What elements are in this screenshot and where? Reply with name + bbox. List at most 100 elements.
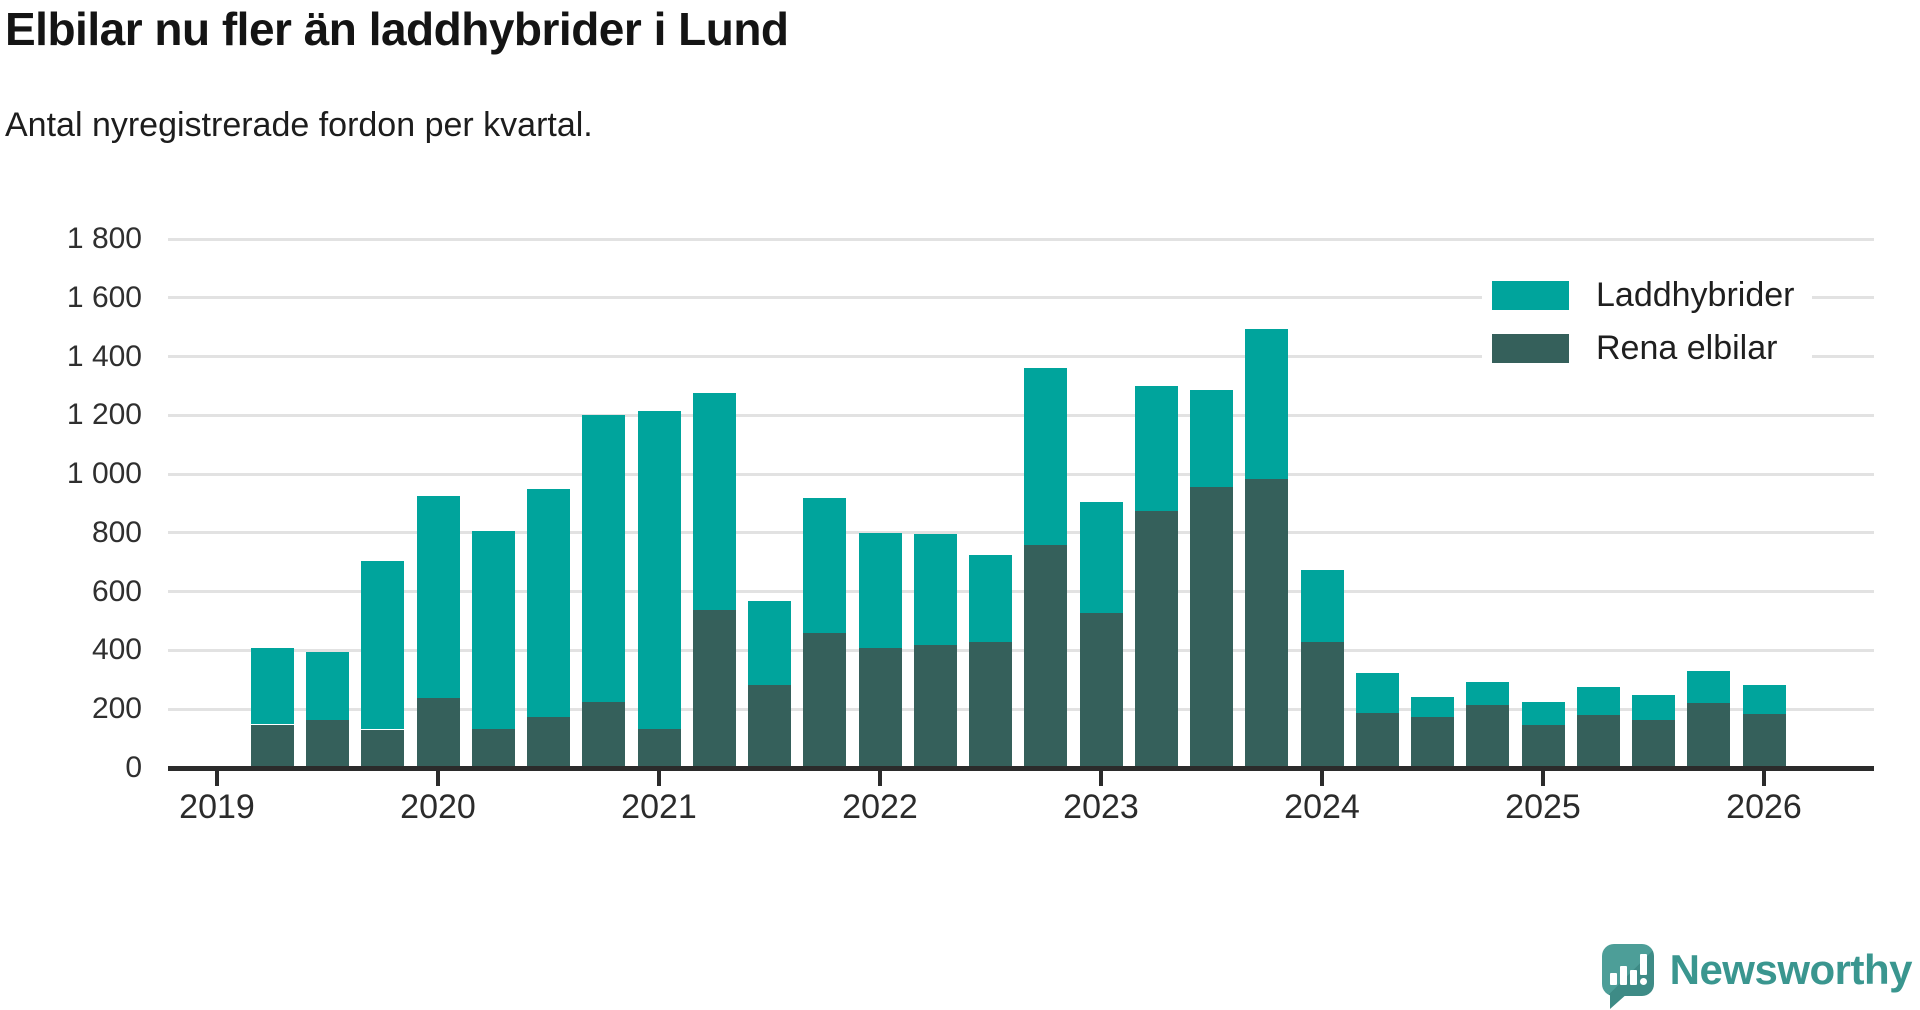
bar-segment-rena-elbilar-2023-Q4 [1245, 478, 1289, 768]
bar-segment-laddhybrider-2020-Q3 [527, 488, 570, 717]
logo-exclamation-dot-icon [1639, 978, 1647, 985]
gridline [168, 707, 1874, 711]
gridline [168, 648, 1874, 652]
bar-segment-laddhybrider-2023-Q4 [1245, 329, 1289, 479]
newsworthy-wordmark: Newsworthy [1669, 946, 1913, 993]
bar-segment-laddhybrider-2024-Q1 [1300, 570, 1344, 642]
bar-segment-laddhybrider-2025-Q4 [1687, 670, 1731, 704]
bar-segment-laddhybrider-2021-Q2 [692, 393, 736, 610]
x-axis-line [168, 766, 1874, 771]
bar-segment-rena-elbilar-2019-Q3 [306, 719, 349, 768]
legend-swatch-rena-elbilar [1492, 333, 1569, 363]
logo-exclamation-icon [1639, 954, 1647, 975]
gridline [168, 531, 1874, 535]
x-axis-tick-mark [1762, 771, 1766, 786]
x-axis-tick-mark [878, 771, 882, 786]
bar-segment-rena-elbilar-2025-Q3 [1632, 719, 1675, 768]
bar-segment-laddhybrider-2025-Q3 [1632, 694, 1675, 720]
bar-segment-laddhybrider-2023-Q3 [1190, 390, 1233, 488]
y-axis-tick-label: 600 [91, 574, 142, 608]
legend-item-laddhybrider: Laddhybrider [1492, 276, 1794, 314]
y-axis-tick-label: 400 [91, 633, 142, 667]
bar-segment-rena-elbilar-2025-Q1 [1521, 725, 1565, 768]
bar-segment-rena-elbilar-2025-Q4 [1687, 703, 1731, 768]
x-axis-tick-mark [657, 771, 661, 786]
bar-segment-laddhybrider-2025-Q1 [1521, 702, 1565, 726]
bar-segment-rena-elbilar-2022-Q2 [913, 645, 957, 768]
bar-segment-rena-elbilar-2024-Q3 [1411, 716, 1454, 768]
bar-segment-laddhybrider-2026-Q1 [1742, 684, 1786, 714]
bar-segment-rena-elbilar-2021-Q2 [692, 609, 736, 768]
bar-segment-rena-elbilar-2021-Q4 [803, 632, 847, 768]
gridline [168, 237, 1874, 241]
legend-label-rena-elbilar: Rena elbilar [1596, 329, 1778, 367]
x-axis-year-label: 2025 [1505, 788, 1581, 826]
x-axis-year-label: 2021 [621, 788, 697, 826]
x-axis-year-label: 2020 [400, 788, 476, 826]
bar-segment-laddhybrider-2019-Q3 [306, 651, 349, 720]
bar-segment-laddhybrider-2022-Q2 [913, 534, 957, 646]
bar-segment-laddhybrider-2023-Q1 [1079, 502, 1123, 613]
bar-segment-rena-elbilar-2023-Q2 [1134, 510, 1178, 768]
bar-segment-laddhybrider-2022-Q4 [1024, 367, 1068, 545]
x-axis-tick-mark [1320, 771, 1324, 786]
bar-segment-rena-elbilar-2020-Q4 [582, 701, 626, 768]
gridline [168, 590, 1874, 594]
bar-segment-rena-elbilar-2020-Q2 [471, 729, 515, 768]
gridline [168, 355, 1874, 359]
x-axis-year-label: 2022 [842, 788, 918, 826]
logo-bar-icon [1609, 973, 1617, 985]
y-axis-tick-label: 0 [125, 751, 142, 784]
bar-segment-rena-elbilar-2022-Q1 [858, 648, 902, 768]
newsworthy-branding: Newsworthy [1601, 938, 1913, 1009]
bar-segment-rena-elbilar-2023-Q3 [1190, 487, 1233, 768]
gridline [168, 413, 1874, 417]
bar-segment-rena-elbilar-2022-Q3 [969, 642, 1012, 768]
bar-segment-laddhybrider-2020-Q2 [471, 531, 515, 730]
logo-bar-icon [1629, 970, 1637, 985]
logo-bar-icon [1619, 966, 1627, 985]
bar-segment-laddhybrider-2019-Q2 [250, 647, 294, 725]
bar-segment-rena-elbilar-2023-Q1 [1079, 612, 1123, 768]
y-axis-tick-label: 200 [91, 692, 142, 726]
chart-title: Elbilar nu fler än laddhybrider i Lund [5, 3, 789, 55]
bar-segment-rena-elbilar-2019-Q2 [250, 724, 294, 768]
bar-segment-laddhybrider-2021-Q4 [803, 497, 847, 633]
bar-segment-rena-elbilar-2026-Q1 [1742, 713, 1786, 768]
bar-segment-laddhybrider-2022-Q1 [858, 532, 902, 649]
bar-segment-rena-elbilar-2021-Q3 [748, 684, 791, 768]
bar-segment-laddhybrider-2021-Q1 [637, 410, 681, 730]
x-axis-tick-mark [215, 771, 219, 786]
x-axis-tick-mark [1541, 771, 1545, 786]
bar-segment-laddhybrider-2020-Q1 [416, 496, 460, 698]
bar-segment-laddhybrider-2023-Q2 [1134, 385, 1178, 511]
bar-segment-rena-elbilar-2019-Q4 [361, 729, 405, 768]
bar-segment-rena-elbilar-2024-Q1 [1300, 641, 1344, 768]
y-axis-tick-label: 800 [91, 515, 142, 549]
x-axis-tick-mark [436, 771, 440, 786]
x-axis-tick-mark [1099, 771, 1103, 786]
bar-segment-laddhybrider-2019-Q4 [361, 560, 405, 730]
bar-segment-laddhybrider-2025-Q2 [1576, 687, 1620, 716]
y-axis-tick-label: 1 400 [66, 339, 142, 373]
legend-label-laddhybrider: Laddhybrider [1596, 276, 1795, 314]
bar-segment-laddhybrider-2024-Q3 [1411, 697, 1454, 717]
bar-segment-rena-elbilar-2020-Q1 [416, 697, 460, 768]
bar-segment-laddhybrider-2024-Q4 [1466, 681, 1510, 705]
x-axis-year-label: 2019 [179, 788, 255, 826]
bar-segment-rena-elbilar-2024-Q2 [1355, 712, 1399, 768]
bar-segment-laddhybrider-2022-Q3 [969, 554, 1012, 643]
x-axis-year-label: 2026 [1726, 788, 1802, 826]
bar-segment-rena-elbilar-2025-Q2 [1576, 715, 1620, 768]
newsworthy-logo-icon [1601, 944, 1654, 1009]
bar-segment-laddhybrider-2020-Q4 [582, 415, 626, 702]
y-axis-tick-label: 1 800 [66, 222, 142, 255]
y-axis-tick-label: 1 200 [66, 398, 142, 432]
legend-swatch-laddhybrider [1492, 280, 1569, 310]
bar-segment-rena-elbilar-2021-Q1 [637, 729, 681, 768]
chart-subtitle: Antal nyregistrerade fordon per kvartal. [5, 106, 593, 144]
x-axis-year-label: 2024 [1284, 788, 1360, 826]
gridline [168, 296, 1874, 300]
legend-item-rena-elbilar: Rena elbilar [1492, 329, 1794, 367]
